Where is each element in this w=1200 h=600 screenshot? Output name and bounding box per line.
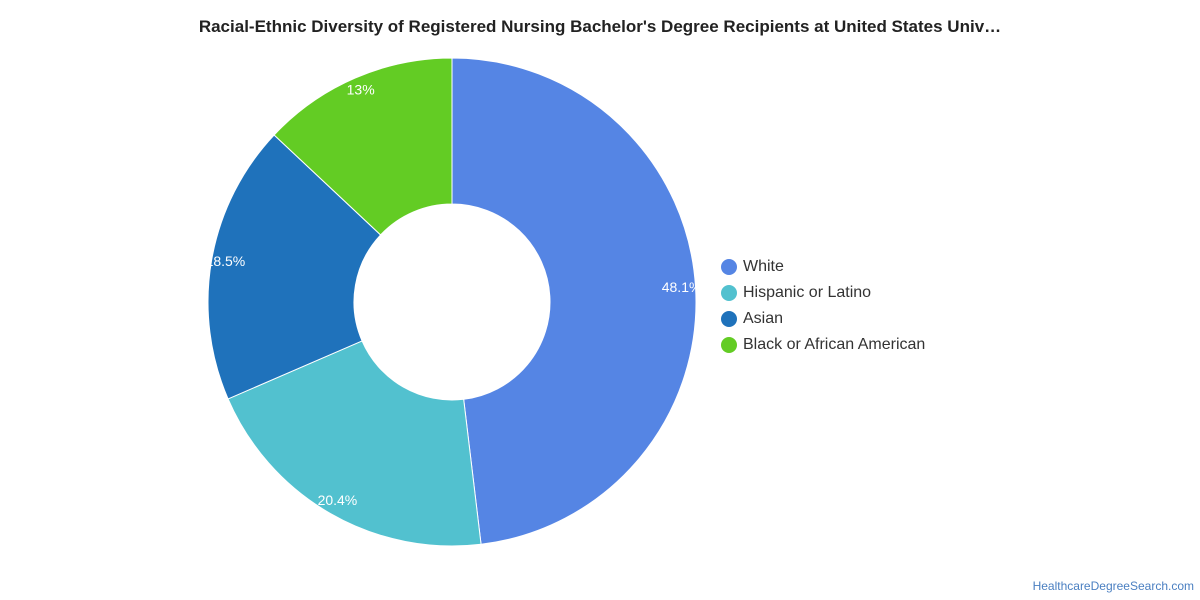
legend-label: Hispanic or Latino <box>743 284 872 301</box>
legend-swatch <box>721 311 737 327</box>
legend-item-black-or-african-american[interactable]: Black or African American <box>721 332 925 358</box>
pie-slice-white[interactable] <box>451 57 697 545</box>
source-link[interactable]: HealthcareDegreeSearch.com <box>1032 579 1194 593</box>
slice-data-label: 13% <box>347 82 375 98</box>
legend-item-hispanic-or-latino[interactable]: Hispanic or Latino <box>721 280 925 306</box>
pie-slice-black-or-african-american[interactable] <box>273 57 453 236</box>
legend-swatch <box>721 337 737 353</box>
legend-swatch <box>721 259 737 275</box>
legend-swatch <box>721 285 737 301</box>
chart-legend: White Hispanic or Latino Asian Black or … <box>721 254 925 358</box>
legend-label: Black or African American <box>743 336 926 353</box>
pie-slice-asian[interactable] <box>207 134 382 400</box>
slice-data-label: 20.4% <box>318 492 358 508</box>
legend-item-asian[interactable]: Asian <box>721 306 925 332</box>
slice-data-label: 48.1% <box>662 279 702 295</box>
legend-label: Asian <box>743 310 784 327</box>
slice-data-label: 18.5% <box>206 253 246 269</box>
chart-title: Racial-Ethnic Diversity of Registered Nu… <box>198 17 1002 36</box>
pie-slice-hispanic-or-latino[interactable] <box>227 340 482 547</box>
legend-item-white[interactable]: White <box>721 254 925 280</box>
legend-label: White <box>743 258 784 275</box>
